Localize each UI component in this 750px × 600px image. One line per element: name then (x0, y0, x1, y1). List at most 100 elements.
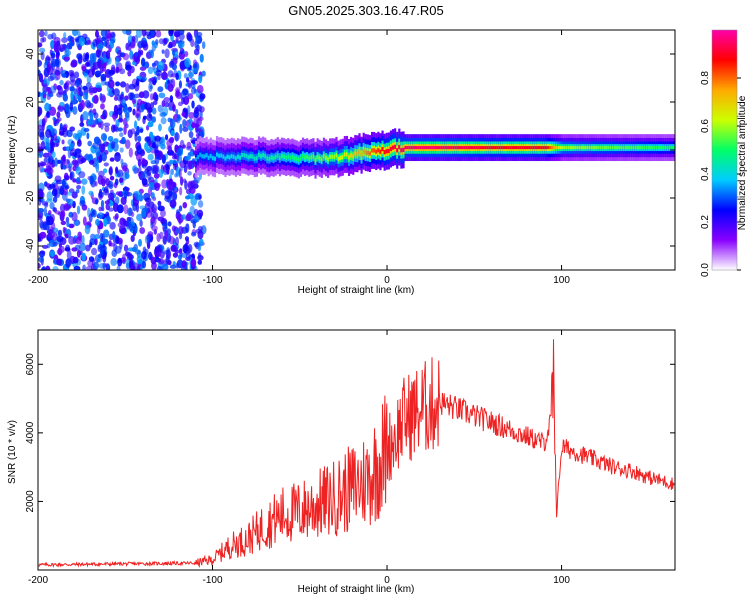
noise-cell (175, 249, 180, 254)
noise-cell (100, 73, 107, 82)
noise-cell (66, 159, 70, 165)
ridge-cell (431, 146, 434, 150)
ridge-cell (440, 146, 443, 150)
ridge-cell (486, 146, 489, 150)
noise-cell (50, 52, 56, 59)
ridge-cell (308, 156, 311, 161)
noise-cell (78, 90, 84, 96)
noise-cell (169, 60, 174, 67)
noise-cell (137, 135, 142, 143)
noise-cell (57, 247, 62, 256)
noise-cell (151, 204, 158, 214)
noise-cell (196, 31, 203, 38)
ridge-cell (632, 146, 635, 150)
noise-cell (169, 95, 174, 103)
noise-cell (141, 157, 146, 165)
ridge-cell (484, 146, 487, 150)
ridge-cell (601, 146, 604, 150)
ridge-cell (387, 148, 390, 154)
noise-cell (47, 209, 52, 216)
ridge-cell (314, 158, 317, 163)
ridge-cell (628, 146, 631, 150)
y-tick-label: 4000 (25, 421, 36, 444)
noise-cell (172, 159, 178, 165)
ridge-cell (293, 156, 296, 161)
ridge-cell (222, 154, 225, 159)
ridge-cell (197, 154, 200, 160)
noise-cell (104, 81, 111, 86)
noise-cell (38, 72, 44, 83)
ridge-cell (216, 152, 219, 157)
noise-cell (168, 30, 174, 37)
colorbar-tick-label: 0.0 (700, 263, 711, 277)
noise-cell (117, 49, 122, 57)
noise-cell (171, 152, 177, 157)
noise-cell (138, 165, 142, 175)
x-tick-label: -100 (203, 275, 223, 286)
ridge-cell (287, 154, 290, 159)
ridge-cell (498, 146, 501, 150)
ridge-cell (218, 153, 221, 158)
noise-cell (133, 120, 138, 130)
noise-cell (38, 188, 44, 198)
noise-cell (95, 146, 101, 157)
y-tick-label: -20 (25, 190, 36, 205)
noise-cell (154, 145, 159, 154)
noise-cell (109, 157, 115, 162)
noise-cell (94, 70, 102, 78)
ridge-cell (471, 146, 474, 150)
ridge-cell (561, 146, 564, 150)
noise-cell (94, 181, 98, 187)
ridge-cell (257, 152, 261, 157)
noise-cell (56, 258, 63, 266)
noise-cell (197, 242, 202, 252)
noise-cell (116, 265, 121, 270)
ridge-cell (565, 146, 568, 150)
noise-cell (184, 180, 188, 190)
noise-cell (185, 195, 191, 200)
noise-cell (76, 129, 82, 140)
noise-cell (91, 247, 98, 256)
ridge-cell (394, 144, 397, 149)
noise-cell (71, 191, 78, 199)
noise-cell (195, 228, 203, 234)
noise-cell (61, 139, 65, 145)
ridge-cell (264, 154, 267, 159)
noise-cell (136, 145, 142, 155)
ridge-cell (477, 146, 480, 150)
noise-cell (81, 252, 87, 262)
ridge-cell (339, 155, 342, 160)
colorbar-gradient (711, 29, 738, 271)
noise-cell (64, 175, 70, 181)
noise-cell (65, 258, 71, 269)
noise-cell (38, 212, 42, 219)
noise-cell (193, 48, 200, 56)
noise-cell (76, 53, 83, 60)
ridge-cell (400, 148, 403, 153)
noise-cell (122, 165, 128, 172)
ridge-cell (523, 146, 527, 150)
noise-cell (166, 169, 170, 175)
noise-cell (161, 100, 166, 108)
ridge-cell (421, 146, 424, 150)
noise-cell (174, 145, 178, 153)
noise-cell (141, 30, 147, 37)
ridge-cell (427, 146, 430, 150)
noise-cell (75, 236, 82, 245)
noise-cell (62, 93, 68, 102)
ridge-cell (331, 154, 334, 159)
noise-cell (64, 103, 70, 112)
noise-cell (154, 155, 160, 165)
noise-cell (119, 147, 124, 153)
ridge-cell (672, 146, 675, 150)
noise-cell (130, 234, 135, 242)
x-tick-label: -200 (28, 275, 48, 286)
noise-cell (187, 181, 194, 191)
noise-cell (154, 94, 159, 102)
noise-cell (127, 70, 132, 77)
noise-cell (188, 118, 193, 125)
noise-cell (147, 121, 154, 128)
ridge-cell (410, 146, 413, 150)
noise-cell (114, 178, 119, 186)
noise-cell (184, 57, 191, 68)
